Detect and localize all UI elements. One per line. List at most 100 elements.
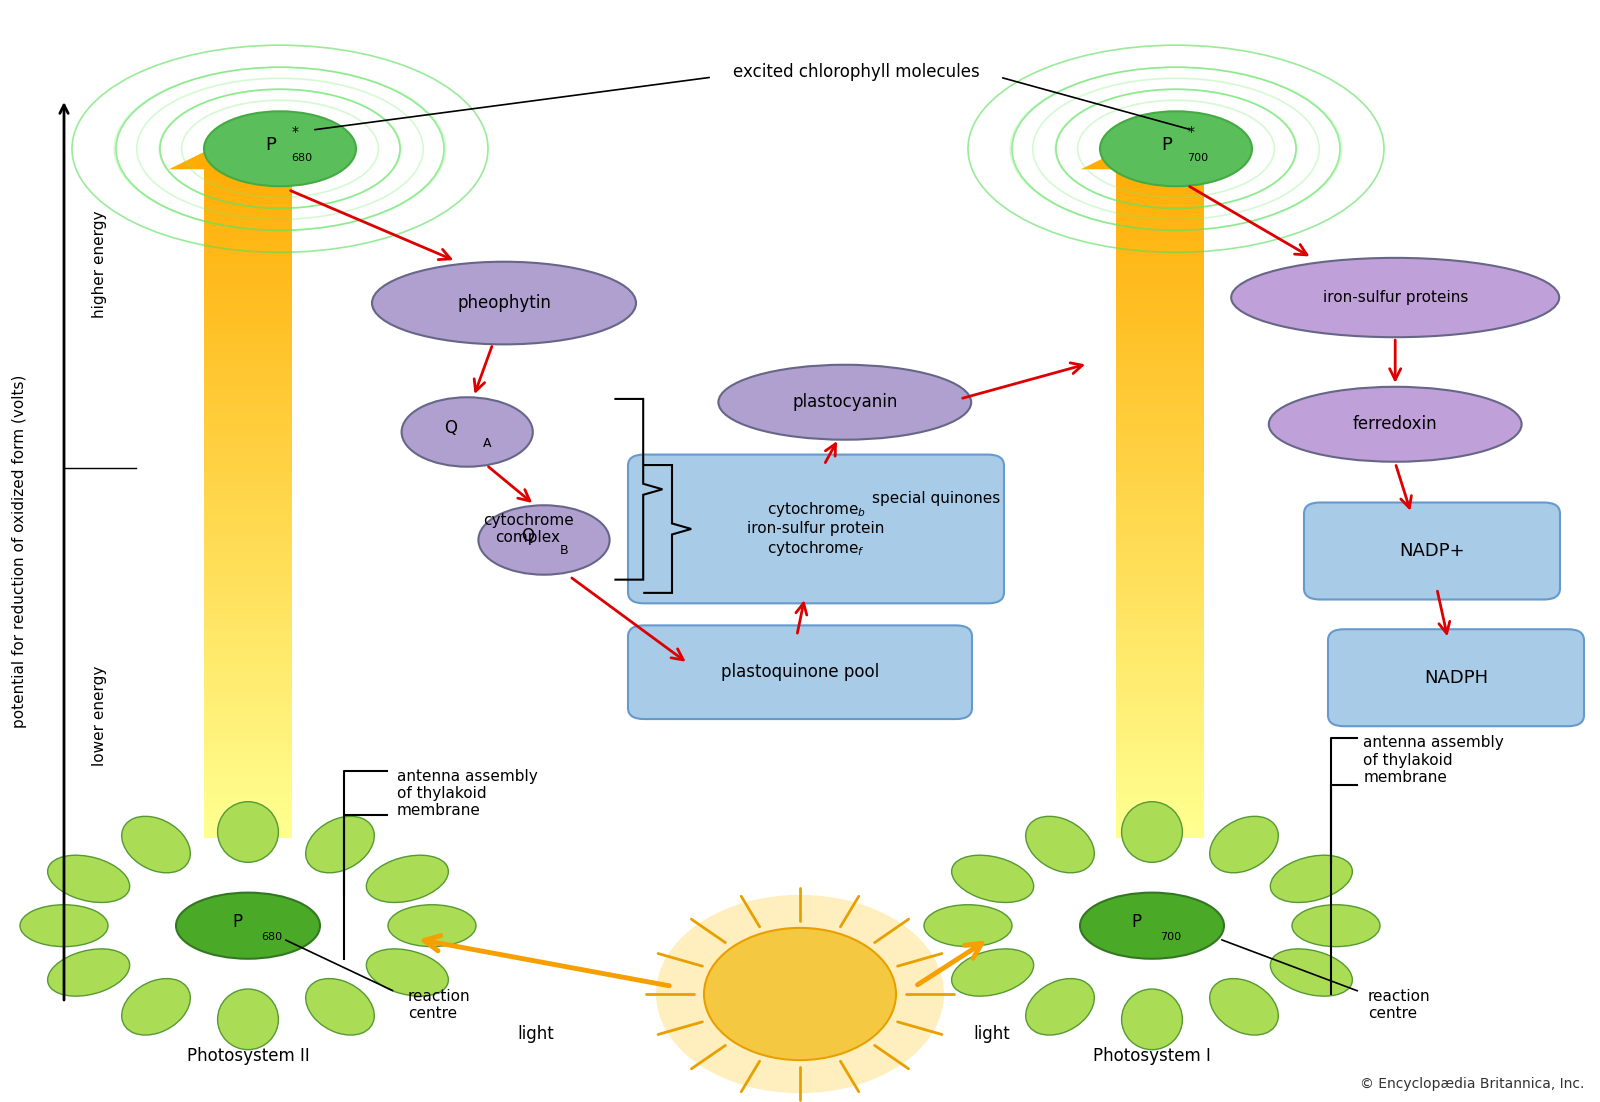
FancyBboxPatch shape	[205, 256, 291, 264]
Ellipse shape	[366, 855, 448, 903]
FancyBboxPatch shape	[1117, 663, 1205, 672]
FancyBboxPatch shape	[205, 759, 291, 768]
Ellipse shape	[402, 398, 533, 467]
FancyBboxPatch shape	[205, 195, 291, 204]
FancyBboxPatch shape	[1117, 594, 1205, 603]
FancyBboxPatch shape	[205, 307, 291, 317]
Ellipse shape	[925, 905, 1013, 947]
Text: 700: 700	[1187, 152, 1208, 163]
FancyBboxPatch shape	[205, 499, 291, 508]
FancyBboxPatch shape	[1117, 603, 1205, 612]
FancyBboxPatch shape	[1117, 230, 1205, 239]
FancyBboxPatch shape	[1117, 716, 1205, 725]
FancyBboxPatch shape	[205, 663, 291, 672]
FancyBboxPatch shape	[205, 386, 291, 395]
FancyBboxPatch shape	[1117, 750, 1205, 759]
FancyBboxPatch shape	[205, 542, 291, 551]
FancyBboxPatch shape	[1117, 577, 1205, 586]
Ellipse shape	[1122, 802, 1182, 862]
FancyBboxPatch shape	[1117, 793, 1205, 802]
FancyBboxPatch shape	[1117, 291, 1205, 300]
Text: B: B	[560, 544, 568, 558]
FancyBboxPatch shape	[205, 300, 291, 309]
FancyBboxPatch shape	[1117, 820, 1205, 829]
FancyBboxPatch shape	[1117, 777, 1205, 786]
Text: antenna assembly
of thylakoid
membrane: antenna assembly of thylakoid membrane	[1363, 735, 1504, 786]
Text: higher energy: higher energy	[91, 210, 107, 318]
FancyBboxPatch shape	[205, 672, 291, 681]
Ellipse shape	[1080, 893, 1224, 959]
FancyBboxPatch shape	[205, 213, 291, 222]
Text: P: P	[266, 137, 277, 154]
FancyBboxPatch shape	[205, 612, 291, 620]
FancyBboxPatch shape	[205, 707, 291, 716]
FancyBboxPatch shape	[1117, 169, 1205, 177]
FancyBboxPatch shape	[1117, 690, 1205, 699]
FancyBboxPatch shape	[205, 177, 291, 186]
FancyBboxPatch shape	[205, 377, 291, 387]
Text: pheophytin: pheophytin	[458, 294, 550, 312]
FancyBboxPatch shape	[205, 282, 291, 291]
FancyBboxPatch shape	[1117, 282, 1205, 291]
Ellipse shape	[176, 893, 320, 959]
FancyBboxPatch shape	[205, 316, 291, 325]
FancyBboxPatch shape	[205, 525, 291, 533]
Ellipse shape	[1270, 949, 1352, 996]
Text: P: P	[232, 914, 242, 931]
Text: plastoquinone pool: plastoquinone pool	[722, 663, 878, 681]
FancyBboxPatch shape	[1117, 177, 1205, 186]
FancyBboxPatch shape	[205, 186, 291, 195]
Text: reaction
centre: reaction centre	[1368, 988, 1430, 1022]
FancyBboxPatch shape	[205, 369, 291, 378]
FancyBboxPatch shape	[205, 334, 291, 343]
FancyBboxPatch shape	[1117, 316, 1205, 325]
FancyBboxPatch shape	[205, 455, 291, 464]
FancyBboxPatch shape	[205, 247, 291, 256]
Text: 680: 680	[261, 931, 282, 942]
FancyBboxPatch shape	[205, 585, 291, 595]
FancyBboxPatch shape	[205, 421, 291, 430]
FancyBboxPatch shape	[205, 222, 291, 230]
FancyBboxPatch shape	[1117, 629, 1205, 638]
FancyBboxPatch shape	[205, 750, 291, 759]
FancyBboxPatch shape	[1117, 186, 1205, 195]
Text: light: light	[518, 1025, 554, 1042]
FancyBboxPatch shape	[205, 699, 291, 707]
Ellipse shape	[1270, 855, 1352, 903]
Text: Q: Q	[445, 419, 458, 436]
FancyBboxPatch shape	[1117, 560, 1205, 569]
FancyBboxPatch shape	[205, 820, 291, 829]
Text: ferredoxin: ferredoxin	[1354, 415, 1437, 433]
FancyBboxPatch shape	[205, 620, 291, 629]
FancyBboxPatch shape	[205, 655, 291, 663]
Text: P: P	[1131, 914, 1141, 931]
Text: A: A	[483, 436, 491, 450]
FancyBboxPatch shape	[205, 742, 291, 750]
FancyBboxPatch shape	[1117, 551, 1205, 560]
FancyBboxPatch shape	[1117, 395, 1205, 403]
Ellipse shape	[205, 111, 355, 186]
FancyBboxPatch shape	[205, 490, 291, 499]
Text: Q: Q	[522, 527, 534, 544]
FancyBboxPatch shape	[205, 690, 291, 699]
FancyBboxPatch shape	[205, 516, 291, 526]
Text: NADPH: NADPH	[1424, 669, 1488, 687]
Ellipse shape	[19, 905, 109, 947]
Ellipse shape	[366, 949, 448, 996]
FancyBboxPatch shape	[1117, 759, 1205, 768]
FancyBboxPatch shape	[205, 724, 291, 734]
FancyBboxPatch shape	[1117, 490, 1205, 499]
FancyBboxPatch shape	[205, 464, 291, 473]
FancyBboxPatch shape	[205, 273, 291, 282]
Text: reaction
centre: reaction centre	[408, 988, 470, 1022]
FancyBboxPatch shape	[1117, 533, 1205, 542]
Text: antenna assembly
of thylakoid
membrane: antenna assembly of thylakoid membrane	[397, 768, 538, 819]
FancyBboxPatch shape	[1117, 829, 1205, 838]
Ellipse shape	[1026, 979, 1094, 1035]
FancyBboxPatch shape	[205, 829, 291, 838]
FancyBboxPatch shape	[1117, 655, 1205, 663]
FancyBboxPatch shape	[1117, 585, 1205, 595]
FancyBboxPatch shape	[205, 325, 291, 334]
FancyBboxPatch shape	[1117, 768, 1205, 777]
FancyBboxPatch shape	[1117, 300, 1205, 309]
